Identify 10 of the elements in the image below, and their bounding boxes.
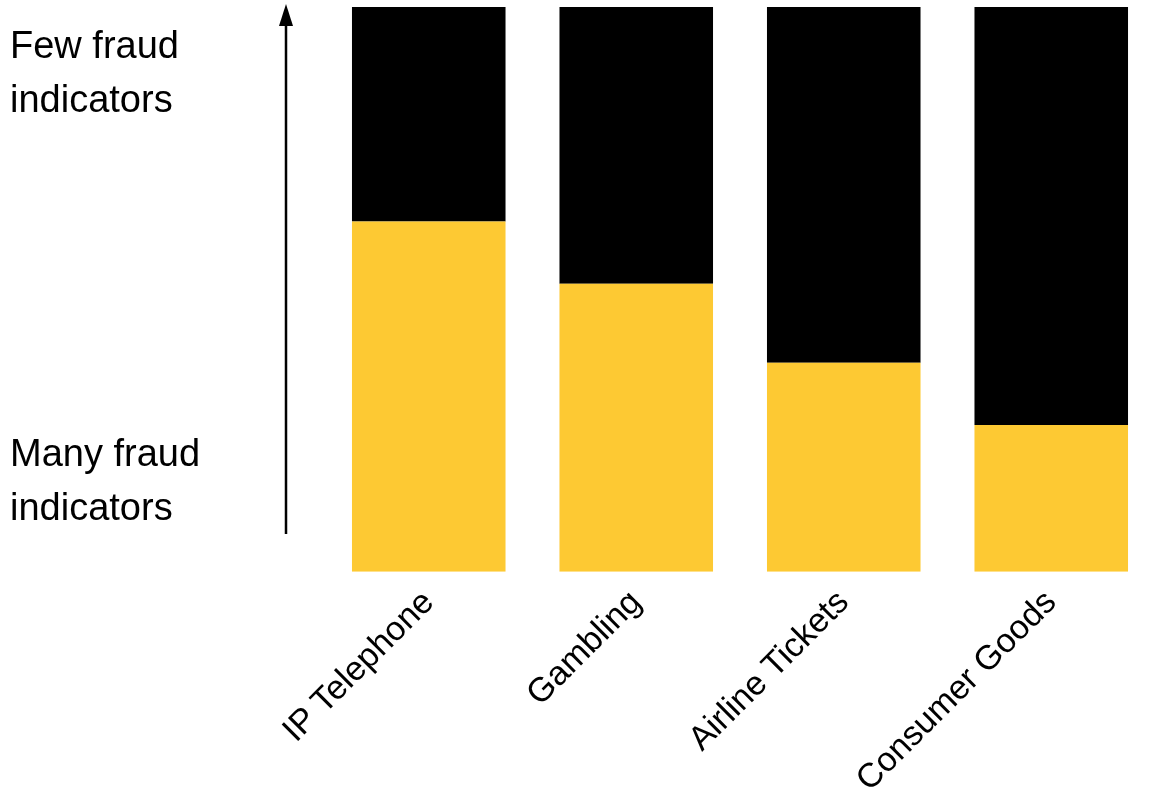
text: Few fraud indicators bbox=[10, 23, 180, 122]
bar bbox=[351, 7, 506, 222]
bar bbox=[766, 362, 921, 572]
text: Many fraud indicators bbox=[10, 431, 202, 530]
bar bbox=[351, 221, 506, 572]
bar bbox=[559, 283, 714, 572]
bar bbox=[974, 7, 1129, 425]
bar bbox=[974, 424, 1129, 572]
bar bbox=[766, 7, 921, 363]
bar bbox=[559, 7, 714, 284]
